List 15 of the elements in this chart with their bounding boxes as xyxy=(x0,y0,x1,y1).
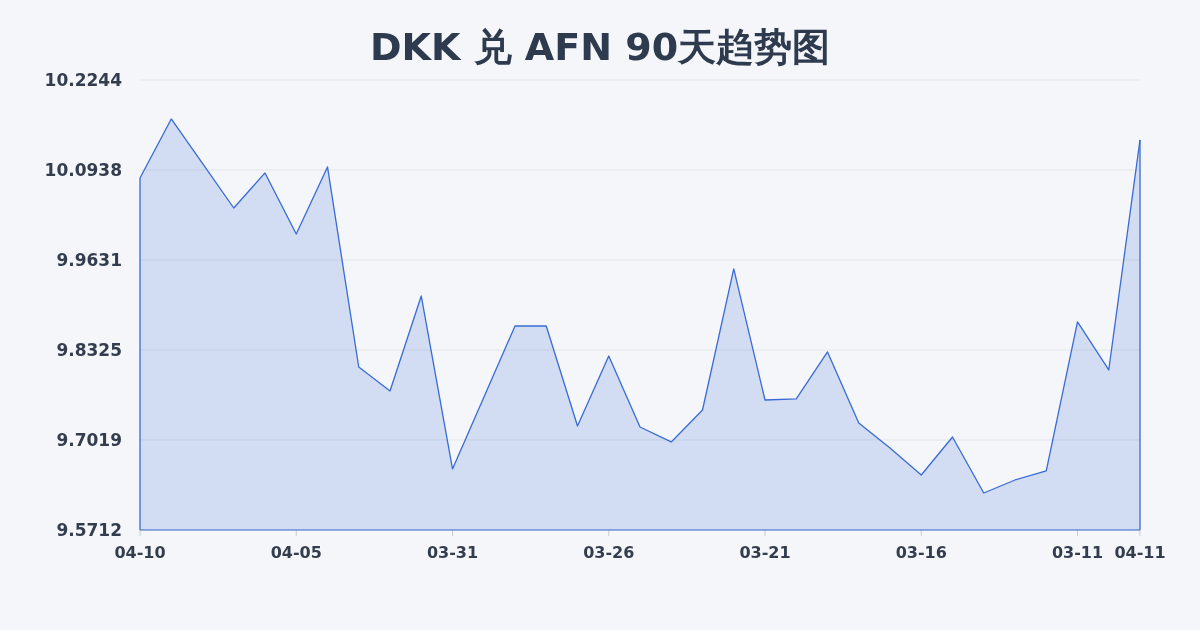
x-tick-label: 03-21 xyxy=(739,543,791,562)
y-tick-label: 9.5712 xyxy=(56,520,122,540)
x-tick-label: 03-16 xyxy=(895,543,947,562)
y-tick-label: 10.0938 xyxy=(44,159,122,180)
y-tick-label: 9.9631 xyxy=(56,250,122,271)
y-tick-label: 9.7019 xyxy=(56,429,122,450)
x-tick-label: 04-11 xyxy=(1114,543,1166,562)
y-tick-label: 9.8325 xyxy=(56,339,122,360)
x-tick-label: 04-05 xyxy=(270,543,322,562)
x-tick-label: 04-10 xyxy=(114,543,166,562)
x-tick-label: 03-31 xyxy=(426,543,479,562)
y-tick-label: 10.2244 xyxy=(44,70,123,90)
chart-title: DKK 兑 AFN 90天趋势图 xyxy=(369,25,831,69)
x-tick-label: 03-11 xyxy=(1051,543,1104,562)
x-tick-label: 03-26 xyxy=(583,543,635,562)
